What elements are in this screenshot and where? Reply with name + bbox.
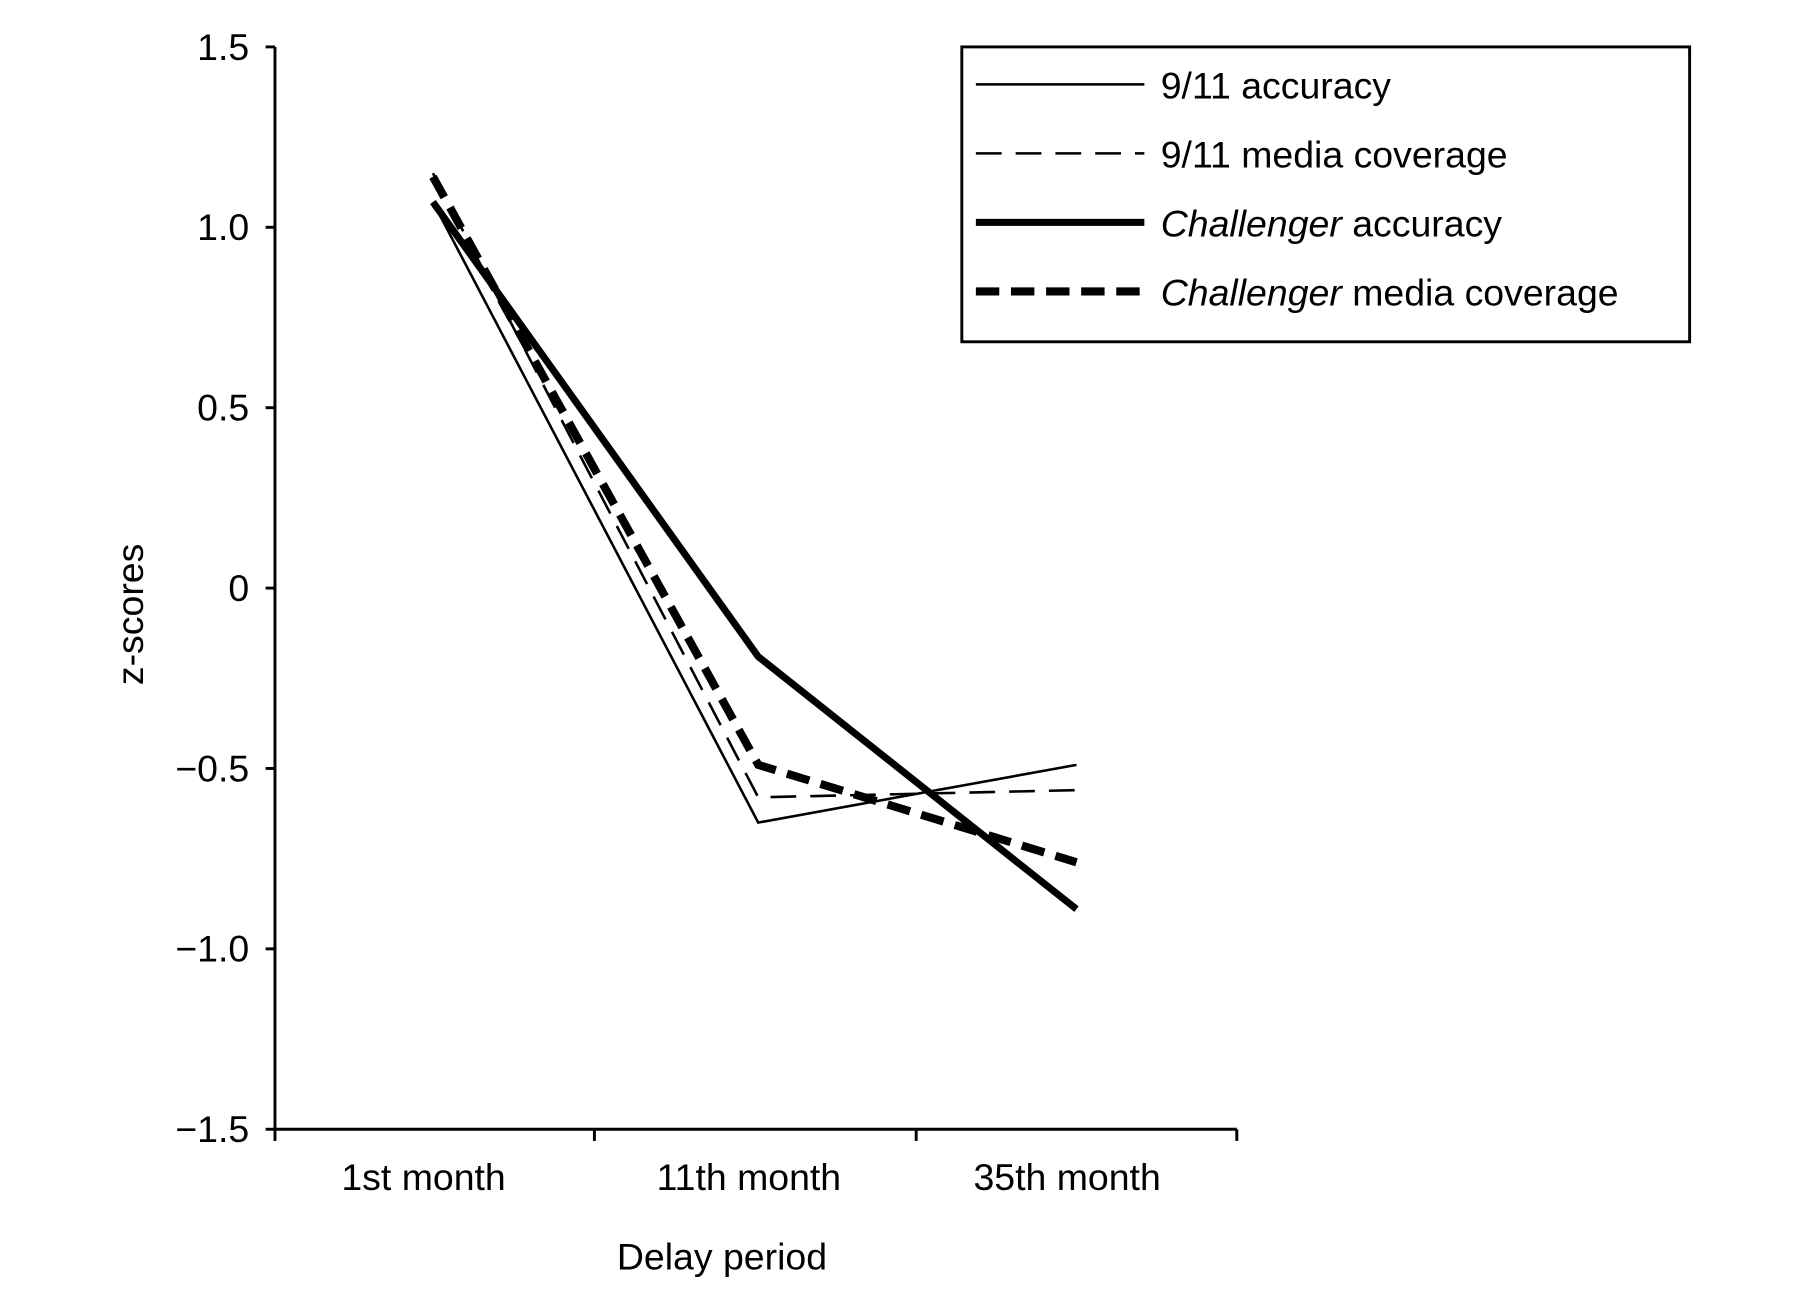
y-axis-label: z-scores <box>109 544 151 685</box>
x-tick-label: 35th month <box>973 1156 1160 1198</box>
legend: 9/11 accuracy 9/11 media coverage Challeng… <box>960 45 1692 344</box>
series-line-1 <box>431 172 1077 799</box>
x-axis-label: Delay period <box>617 1236 827 1278</box>
x-tick-label: 1st month <box>341 1156 505 1198</box>
x-tick-label: 11th month <box>657 1156 842 1198</box>
y-tick-label: −1.0 <box>175 928 249 970</box>
legend-label-1: 9/11 media coverage <box>1161 133 1508 175</box>
y-tick-label: −0.5 <box>175 747 249 789</box>
legend-label-2: Challenger accuracy <box>1161 202 1503 244</box>
y-tick-label: 0 <box>228 567 249 609</box>
y-tick-label: 1.0 <box>197 206 249 248</box>
legend-label-3: Challenger media coverage <box>1161 272 1619 314</box>
legend-label-0: 9/11 accuracy <box>1161 64 1392 106</box>
y-tick-label: 0.5 <box>197 387 249 429</box>
y-tick-label: 1.5 <box>197 26 249 68</box>
axes: 1.5 1.0 0.5 0 −0.5 −1.0 −1.5 1st month 11th mont… <box>175 26 1239 1198</box>
series-lines <box>429 172 1079 912</box>
y-tick-label: −1.5 <box>175 1108 249 1150</box>
